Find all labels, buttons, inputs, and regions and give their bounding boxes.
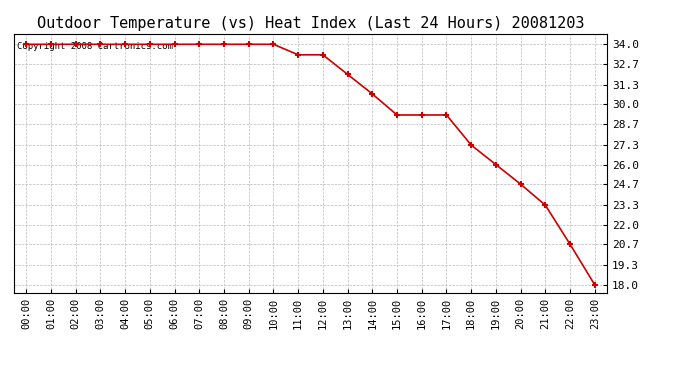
Title: Outdoor Temperature (vs) Heat Index (Last 24 Hours) 20081203: Outdoor Temperature (vs) Heat Index (Las… <box>37 16 584 31</box>
Text: Copyright 2008 Cartronics.com: Copyright 2008 Cartronics.com <box>17 42 172 51</box>
